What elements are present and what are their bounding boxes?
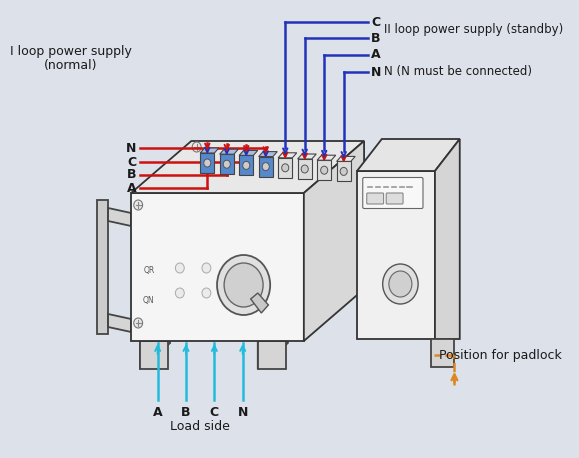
Circle shape <box>217 255 270 315</box>
Polygon shape <box>140 341 168 369</box>
Polygon shape <box>108 208 131 226</box>
Polygon shape <box>304 141 364 341</box>
Polygon shape <box>200 148 219 153</box>
Text: B: B <box>127 169 137 181</box>
Polygon shape <box>258 315 288 369</box>
Text: B: B <box>181 406 190 419</box>
Polygon shape <box>258 341 286 369</box>
Text: A: A <box>127 181 137 195</box>
Text: QR: QR <box>143 266 155 275</box>
Polygon shape <box>278 158 292 178</box>
Circle shape <box>134 318 142 328</box>
Text: QN: QN <box>143 296 155 305</box>
Polygon shape <box>239 150 258 155</box>
Text: C: C <box>127 156 137 169</box>
Circle shape <box>202 263 211 273</box>
Text: C: C <box>210 406 219 419</box>
FancyBboxPatch shape <box>363 178 423 208</box>
Text: N: N <box>126 142 137 154</box>
Text: C: C <box>371 16 380 28</box>
Polygon shape <box>317 155 336 160</box>
Circle shape <box>224 263 263 307</box>
Polygon shape <box>435 139 460 339</box>
Circle shape <box>192 142 201 152</box>
Text: N: N <box>237 406 248 419</box>
Polygon shape <box>357 171 435 339</box>
Text: A: A <box>371 49 381 61</box>
Circle shape <box>134 200 142 210</box>
Circle shape <box>175 288 184 298</box>
Circle shape <box>340 168 347 175</box>
Polygon shape <box>278 153 297 158</box>
Circle shape <box>243 161 250 169</box>
Text: II loop power supply (standby): II loop power supply (standby) <box>383 23 563 37</box>
Polygon shape <box>200 153 214 173</box>
Circle shape <box>229 288 237 298</box>
Text: Load side: Load side <box>170 420 230 433</box>
Circle shape <box>223 160 230 168</box>
Polygon shape <box>108 314 131 332</box>
Circle shape <box>383 264 418 304</box>
Polygon shape <box>97 200 108 334</box>
Polygon shape <box>259 157 273 177</box>
FancyBboxPatch shape <box>386 193 403 204</box>
Circle shape <box>262 163 269 170</box>
Circle shape <box>175 263 184 273</box>
Polygon shape <box>131 193 304 341</box>
Polygon shape <box>357 139 460 171</box>
Polygon shape <box>251 293 269 313</box>
Text: A: A <box>153 406 163 419</box>
Circle shape <box>282 164 289 172</box>
Polygon shape <box>259 152 277 157</box>
Polygon shape <box>219 154 234 174</box>
Text: I loop power supply: I loop power supply <box>10 45 132 59</box>
Circle shape <box>321 166 328 174</box>
Text: Position for padlock: Position for padlock <box>439 349 562 361</box>
FancyBboxPatch shape <box>367 193 383 204</box>
Polygon shape <box>317 160 331 180</box>
Circle shape <box>202 288 211 298</box>
Text: N (N must be connected): N (N must be connected) <box>383 65 532 78</box>
Circle shape <box>229 263 237 273</box>
Polygon shape <box>298 154 316 159</box>
Polygon shape <box>431 339 455 367</box>
Circle shape <box>301 165 308 173</box>
Circle shape <box>204 159 211 167</box>
Polygon shape <box>336 161 351 181</box>
Polygon shape <box>140 315 170 369</box>
Circle shape <box>389 271 412 297</box>
Text: (normal): (normal) <box>44 60 98 72</box>
Polygon shape <box>298 159 312 179</box>
Text: B: B <box>371 32 380 44</box>
Text: N: N <box>371 65 382 78</box>
Polygon shape <box>239 155 254 175</box>
Polygon shape <box>131 141 364 193</box>
Polygon shape <box>219 149 239 154</box>
Polygon shape <box>336 156 356 161</box>
